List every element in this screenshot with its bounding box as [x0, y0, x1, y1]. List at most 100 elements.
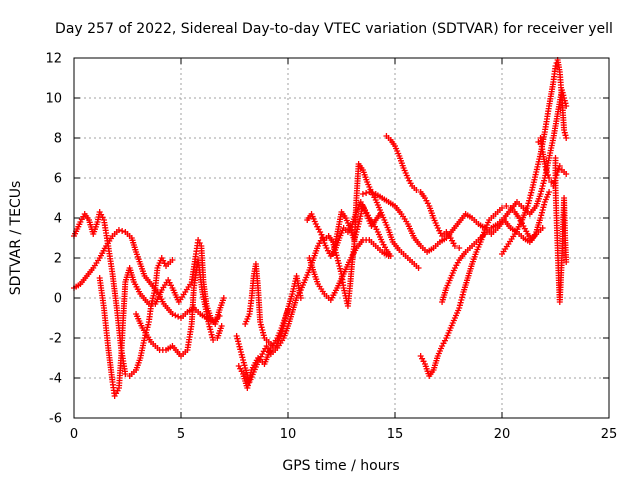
x-tick-label: 10 [280, 427, 297, 442]
data-point [354, 226, 361, 233]
data-point [563, 259, 570, 265]
data-point [218, 323, 225, 329]
y-tick-label: 2 [54, 252, 62, 267]
data-point [527, 192, 534, 199]
data-point [172, 312, 179, 319]
data-point [366, 189, 373, 195]
data-point [546, 175, 553, 181]
data-point [499, 205, 505, 211]
data-point [336, 263, 343, 269]
y-tick-label: -2 [49, 332, 62, 347]
data-point [175, 313, 182, 320]
data-point [169, 311, 176, 317]
y-tick-label: 10 [45, 92, 62, 107]
data-point [543, 166, 550, 173]
data-point [206, 323, 213, 330]
data-point [207, 329, 214, 335]
y-tick-label: 0 [54, 292, 62, 307]
data-markers [71, 57, 570, 399]
y-tick-label: -6 [49, 412, 62, 427]
x-tick-label: 15 [387, 427, 404, 442]
data-point [548, 179, 555, 185]
data-point [207, 326, 214, 333]
data-point [169, 257, 176, 263]
data-point [524, 203, 531, 209]
data-point [210, 337, 217, 343]
data-point [353, 229, 360, 235]
data-point [528, 189, 535, 196]
data-point [540, 204, 547, 211]
data-point [240, 359, 247, 366]
data-point [144, 324, 151, 331]
data-point [540, 180, 547, 187]
data-point [458, 297, 465, 303]
data-point [563, 135, 570, 141]
data-point [259, 327, 266, 333]
data-point [539, 207, 546, 213]
x-tick-label: 20 [494, 427, 511, 442]
data-point [546, 189, 553, 195]
data-point [351, 237, 358, 243]
x-tick-label: 0 [70, 427, 78, 442]
data-point [352, 231, 359, 238]
y-axis-label: SDTVAR / TECUs [8, 181, 24, 296]
series-prn-c [96, 237, 227, 399]
data-point [457, 299, 464, 306]
data-point [456, 302, 463, 309]
data-point [539, 225, 546, 231]
series-prn-l [417, 189, 553, 379]
y-tick-label: -4 [49, 372, 62, 387]
x-tick-label: 25 [601, 427, 618, 442]
data-point [413, 187, 420, 193]
data-point [562, 132, 569, 139]
data-point [541, 161, 548, 167]
data-point [237, 349, 244, 355]
data-point [555, 166, 562, 172]
data-point [369, 190, 376, 196]
data-point [337, 265, 344, 272]
data-point [503, 203, 510, 209]
data-point [257, 319, 264, 325]
y-tick-label: 12 [45, 52, 62, 67]
data-point [235, 338, 242, 345]
data-point [145, 321, 152, 328]
data-point [538, 212, 545, 219]
data-point [239, 354, 246, 361]
series-prn-p [552, 155, 570, 305]
y-tick-labels: -6 -4 -2 0 2 4 6 8 10 12 [45, 52, 62, 427]
data-point [456, 245, 463, 251]
data-point [545, 172, 552, 178]
y-tick-label: 4 [54, 212, 62, 227]
data-point [241, 362, 248, 369]
data-point [209, 334, 216, 341]
data-point [563, 171, 570, 177]
axis-ticks [73, 57, 610, 419]
data-point [526, 195, 533, 201]
plot-frame [73, 57, 610, 419]
data-point [543, 169, 550, 175]
data-point [297, 295, 304, 301]
series-prn-d [133, 257, 225, 359]
series-prn-n [499, 57, 570, 257]
x-tick-labels: 0 5 10 15 20 25 [70, 427, 617, 442]
data-point [352, 234, 359, 241]
x-axis-label: GPS time / hours [282, 458, 399, 474]
data-point [233, 333, 240, 339]
x-tick-label: 5 [177, 427, 185, 442]
series-prn-m [439, 87, 570, 305]
data-point [542, 163, 549, 170]
series-prn-g [235, 307, 291, 391]
data-point [208, 331, 215, 338]
y-tick-label: 8 [54, 132, 62, 147]
data-point [561, 127, 568, 133]
data-point [257, 321, 264, 328]
data-point [459, 294, 466, 301]
data-point [359, 191, 366, 197]
data-point [537, 191, 544, 197]
data-point [538, 188, 545, 195]
data-point [115, 227, 122, 233]
data-point [451, 243, 458, 249]
y-tick-label: 6 [54, 172, 62, 187]
data-point [538, 209, 545, 216]
data-point [456, 305, 463, 311]
